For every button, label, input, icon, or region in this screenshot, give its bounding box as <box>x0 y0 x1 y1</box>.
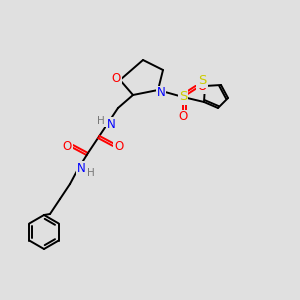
Text: N: N <box>76 161 85 175</box>
Text: O: O <box>111 73 121 85</box>
Text: S: S <box>198 74 206 86</box>
Text: H: H <box>97 116 105 126</box>
Text: N: N <box>106 118 116 130</box>
Text: H: H <box>87 168 95 178</box>
Text: N: N <box>157 86 165 100</box>
Text: O: O <box>178 110 188 124</box>
Text: O: O <box>197 80 207 94</box>
Text: S: S <box>179 91 187 103</box>
Text: O: O <box>114 140 124 154</box>
Text: O: O <box>62 140 72 152</box>
